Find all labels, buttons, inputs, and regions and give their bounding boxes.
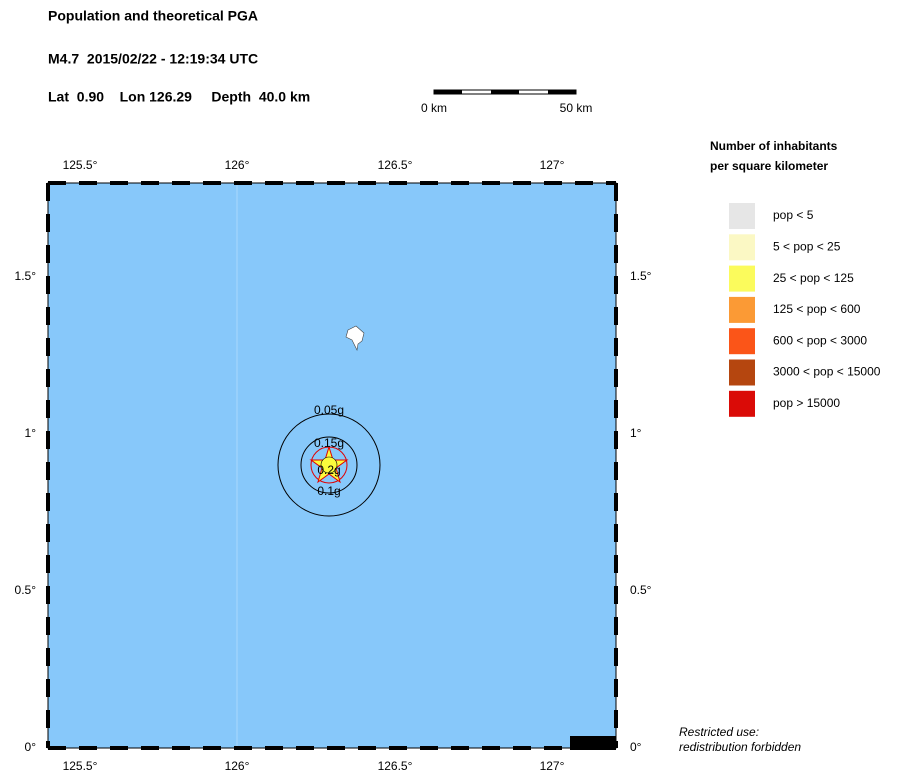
contour-label: 0.1g bbox=[317, 484, 340, 498]
event: M4.7 2015/02/22 - 12:19:34 UTC bbox=[48, 51, 258, 67]
legend-label: 5 < pop < 25 bbox=[773, 239, 841, 253]
legend-label: pop < 5 bbox=[773, 208, 814, 222]
legend-label: 125 < pop < 600 bbox=[773, 302, 861, 316]
legend-title: per square kilometer bbox=[710, 159, 828, 173]
y-tick-label: 0.5° bbox=[630, 583, 652, 597]
legend-label: pop > 15000 bbox=[773, 396, 840, 410]
x-tick-label: 126° bbox=[225, 759, 250, 773]
note: redistribution forbidden bbox=[679, 740, 801, 754]
logo: EMSC bbox=[576, 735, 611, 749]
legend-swatch bbox=[729, 265, 755, 292]
legend-label: 25 < pop < 125 bbox=[773, 271, 854, 285]
legend-label: 3000 < pop < 15000 bbox=[773, 365, 881, 379]
x-tick-label: 126° bbox=[225, 158, 250, 172]
x-tick-label: 127° bbox=[540, 158, 565, 172]
legend-swatch bbox=[729, 203, 755, 229]
scale-bar: 0 km 50 km bbox=[421, 89, 593, 115]
x-tick-label: 126.5° bbox=[378, 759, 413, 773]
legend-swatch bbox=[729, 359, 755, 386]
contour-label: 0.15g bbox=[314, 436, 344, 450]
location: Lat 0.90 Lon 126.29 Depth 40.0 km bbox=[48, 89, 310, 105]
y-tick-label: 1.5° bbox=[15, 269, 37, 283]
x-tick-label: 125.5° bbox=[63, 759, 98, 773]
scale-end: 50 km bbox=[560, 101, 593, 115]
contour-label: 0.05g bbox=[314, 403, 344, 417]
legend-swatch bbox=[729, 390, 755, 417]
y-tick-label: 0.5° bbox=[15, 583, 37, 597]
y-tick-label: 1.5° bbox=[630, 269, 652, 283]
legend-label: 600 < pop < 3000 bbox=[773, 333, 867, 347]
title: Population and theoretical PGA bbox=[48, 8, 258, 24]
contour-label: 0.2g bbox=[317, 463, 340, 477]
y-tick-label: 1° bbox=[25, 426, 37, 440]
map bbox=[46, 181, 618, 750]
x-tick-label: 125.5° bbox=[63, 158, 98, 172]
scale-start: 0 km bbox=[421, 101, 447, 115]
y-tick-label: 0° bbox=[25, 740, 37, 754]
y-tick-label: 1° bbox=[630, 426, 642, 440]
y-tick-label: 0° bbox=[630, 740, 642, 754]
x-tick-label: 127° bbox=[540, 759, 565, 773]
legend-swatch bbox=[729, 234, 755, 261]
legend-title: Number of inhabitants bbox=[710, 139, 838, 153]
legend-swatch bbox=[729, 296, 755, 323]
note: Restricted use: bbox=[679, 725, 759, 739]
x-tick-label: 126.5° bbox=[378, 158, 413, 172]
legend-swatch bbox=[729, 328, 755, 355]
